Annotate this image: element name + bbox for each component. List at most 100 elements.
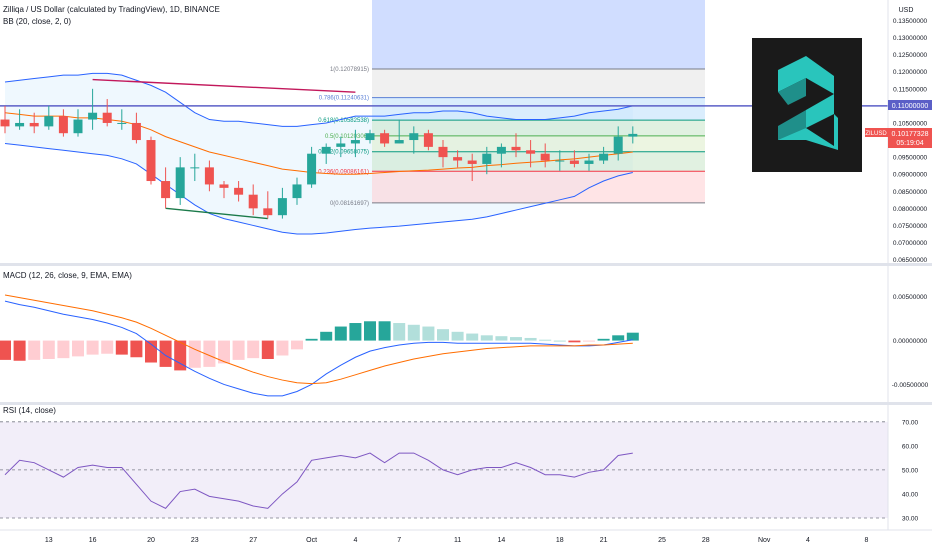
candle <box>584 153 594 171</box>
candle <box>88 88 98 130</box>
candle-body <box>73 119 83 134</box>
price-tick-label: 0.13000000 <box>893 35 928 42</box>
time-tick-label: 14 <box>498 537 506 544</box>
macd-histogram-bar <box>583 340 595 342</box>
macd-histogram-bar <box>597 338 610 341</box>
macd-histogram-bar <box>276 340 289 356</box>
candle-body <box>190 167 200 169</box>
candle-body <box>599 153 609 161</box>
price-tick-label: 0.13500000 <box>893 18 928 25</box>
macd-histogram-bar <box>422 326 435 341</box>
macd-tick-label: 0.00500000 <box>893 294 928 301</box>
macd-histogram-bar <box>291 340 303 350</box>
macd-histogram-bar <box>42 340 55 360</box>
candle-body <box>263 208 273 216</box>
candle <box>336 136 346 158</box>
macd-histogram-bar <box>320 331 333 341</box>
price-pane[interactable]: 1(0.12078915) 0.786(0.11240631) 0.618(0.10… <box>0 0 932 266</box>
currency-label: USD <box>899 7 914 14</box>
candle <box>44 105 54 130</box>
candle <box>350 129 360 158</box>
time-tick-label: 20 <box>147 537 155 544</box>
rsi-tick-label: 30.00 <box>902 515 919 522</box>
candle <box>292 177 302 205</box>
macd-indicator-label[interactable]: MACD (12, 26, close, 9, EMA, EMA) <box>3 271 132 280</box>
candle <box>58 109 68 137</box>
candle-body <box>394 140 404 144</box>
candle-body <box>511 146 521 151</box>
rsi-tick-label: 70.00 <box>902 419 919 426</box>
price-tick-label: 0.10500000 <box>893 120 928 127</box>
bar-countdown: 05:19:04 <box>896 140 923 147</box>
macd-histogram-bar <box>553 340 566 342</box>
macd-histogram-bar <box>437 329 449 341</box>
bb-indicator-label[interactable]: BB (20, close, 2, 0) <box>3 17 71 26</box>
candle <box>263 191 273 219</box>
macd-histogram-bar <box>115 340 128 355</box>
hline-price-badge: 0.11000000 <box>888 100 932 110</box>
candle-body <box>161 181 171 199</box>
trend-line-top <box>92 78 356 93</box>
macd-pane[interactable] <box>0 294 932 405</box>
candle-body <box>438 146 448 158</box>
fib-zone-0.786 <box>372 97 705 121</box>
price-tick-label: 0.07500000 <box>893 223 928 230</box>
macd-histogram-bar <box>0 340 11 360</box>
candle <box>234 181 244 202</box>
candle-body <box>628 133 638 137</box>
macd-histogram-bar <box>86 340 99 355</box>
rsi-tick-label: 50.00 <box>902 467 919 474</box>
candle-body <box>175 167 185 199</box>
candle <box>365 129 375 144</box>
candle <box>613 126 623 161</box>
price-tick-label: 0.07000000 <box>893 240 928 247</box>
price-scale[interactable]: 0.13500000 0.13000000 0.12500000 0.12000000… <box>887 0 929 530</box>
macd-histogram-bar <box>407 324 420 341</box>
macd-histogram-bar <box>72 340 84 357</box>
fib-label-0.236: 0.236(0.09086161) <box>318 169 369 175</box>
candle <box>569 150 579 168</box>
candle <box>526 140 536 168</box>
candle <box>0 105 10 134</box>
macd-histogram-bar <box>393 323 406 341</box>
rsi-tick-label: 60.00 <box>902 443 919 450</box>
candle <box>394 119 404 144</box>
macd-histogram-bar <box>174 340 187 371</box>
candle-body <box>277 198 287 216</box>
rsi-indicator-label[interactable]: RSI (14, close) <box>3 406 56 415</box>
candle <box>102 99 112 127</box>
candle-body <box>540 153 550 161</box>
fib-label-0: 0(0.08161697) <box>330 201 369 207</box>
candle <box>496 143 506 168</box>
time-axis[interactable]: 13 16 20 23 27 Oct 4 7 11 14 18 21 25 28 Nov 4 8 <box>0 529 932 544</box>
current-symbol-label: ZILUSD <box>865 131 887 137</box>
time-tick-label: 18 <box>556 537 564 544</box>
macd-histogram-bar <box>159 340 172 367</box>
candle <box>438 140 448 168</box>
candle <box>117 109 127 130</box>
candle <box>599 146 609 164</box>
candle-body <box>350 140 360 144</box>
macd-histogram-bar <box>101 340 114 354</box>
bollinger-upper-line <box>4 72 633 127</box>
time-tick-label: 21 <box>600 537 608 544</box>
candle-body <box>409 133 419 141</box>
symbol-title[interactable]: Zilliqa / US Dollar (calculated by Tradi… <box>3 5 220 14</box>
rsi-pane[interactable] <box>0 421 888 519</box>
candle <box>146 136 156 185</box>
candle <box>73 109 83 137</box>
candle <box>219 181 229 199</box>
candle-body <box>88 112 98 120</box>
time-tick-label: 16 <box>89 537 97 544</box>
candle <box>161 167 171 209</box>
time-tick-label: 13 <box>45 537 53 544</box>
time-tick-label: 4 <box>353 537 357 544</box>
candle <box>628 126 638 144</box>
macd-histogram-bar <box>495 336 508 341</box>
candle <box>204 160 214 192</box>
candle-body <box>102 112 112 123</box>
pane-separator <box>0 402 932 405</box>
signal-line <box>4 294 633 385</box>
candle-body <box>307 153 317 185</box>
